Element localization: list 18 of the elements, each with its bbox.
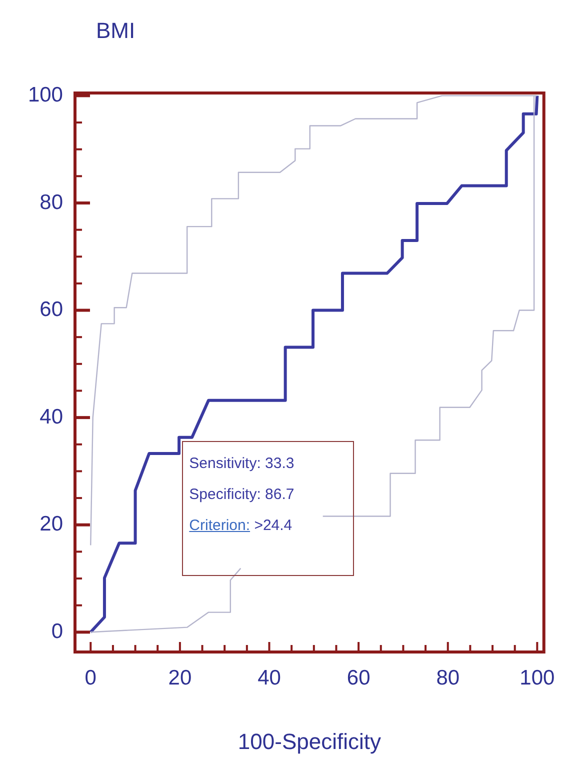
annotation: Specificity: 86.7 (189, 485, 296, 506)
y-tick-label: 20 (40, 512, 63, 536)
x-tick-label: 0 (84, 666, 96, 690)
chart-title: BMI (96, 18, 136, 44)
note-box: Sensitivity: 33.3 Specificity: 86.7 Criterion: >24.4 (182, 441, 354, 576)
annotation: Criterion: >24.4 (189, 516, 294, 536)
annotation: Sensitivity: 33.3 (189, 454, 296, 474)
x-tick-label: 80 (436, 666, 460, 690)
x-tick-label: 60 (346, 666, 370, 690)
y-tick-label: 100 (28, 83, 63, 106)
y-tick-label: 60 (40, 298, 63, 322)
y-tick-label: 40 (40, 405, 63, 428)
x-tick-label: 100 (520, 666, 555, 690)
y-tick-label: 0 (51, 620, 63, 643)
x-tick-label: 40 (258, 666, 281, 690)
x-axis-title: 100-Specificity (238, 728, 381, 754)
y-tick-label: 80 (40, 190, 63, 214)
x-tick-label: 20 (168, 666, 192, 690)
